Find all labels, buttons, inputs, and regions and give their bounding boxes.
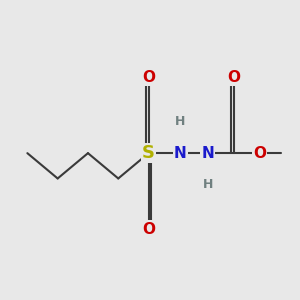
Text: O: O: [142, 221, 155, 236]
Text: N: N: [201, 146, 214, 161]
Text: N: N: [174, 146, 187, 161]
Text: S: S: [142, 144, 155, 162]
Text: O: O: [227, 70, 240, 85]
Text: O: O: [142, 70, 155, 85]
Text: H: H: [175, 115, 185, 128]
Text: H: H: [202, 178, 213, 191]
Text: O: O: [253, 146, 266, 161]
